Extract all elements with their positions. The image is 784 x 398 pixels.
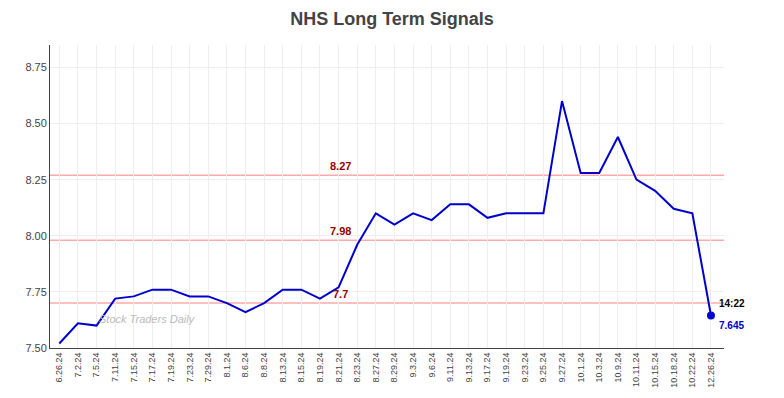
svg-text:10.18.24: 10.18.24 (669, 353, 679, 388)
svg-text:12.26.24: 12.26.24 (706, 353, 716, 388)
svg-text:10.1.24: 10.1.24 (576, 353, 586, 383)
svg-text:8.75: 8.75 (25, 61, 46, 73)
svg-text:10.11.24: 10.11.24 (631, 353, 641, 387)
svg-text:8.00: 8.00 (25, 230, 46, 242)
svg-text:8.1.24: 8.1.24 (222, 353, 232, 378)
svg-text:8.6.24: 8.6.24 (240, 353, 250, 378)
svg-text:9.6.24: 9.6.24 (427, 353, 437, 378)
svg-text:7.645: 7.645 (719, 320, 744, 331)
svg-text:8.25: 8.25 (25, 174, 46, 186)
svg-text:7.50: 7.50 (25, 342, 46, 354)
svg-text:8.13.24: 8.13.24 (278, 353, 288, 383)
svg-text:8.50: 8.50 (25, 117, 46, 129)
svg-text:7.29.24: 7.29.24 (203, 353, 213, 383)
svg-text:8.21.24: 8.21.24 (334, 353, 344, 383)
svg-text:9.13.24: 9.13.24 (464, 353, 474, 383)
svg-text:8.29.24: 8.29.24 (389, 353, 399, 383)
svg-text:Stock Traders Daily: Stock Traders Daily (99, 313, 196, 325)
svg-text:9.17.24: 9.17.24 (482, 353, 492, 383)
svg-text:9.25.24: 9.25.24 (538, 353, 548, 383)
svg-text:9.27.24: 9.27.24 (557, 353, 567, 383)
svg-text:10.9.24: 10.9.24 (613, 353, 623, 383)
svg-text:10.3.24: 10.3.24 (594, 353, 604, 383)
svg-text:7.19.24: 7.19.24 (166, 353, 176, 383)
svg-text:7.15.24: 7.15.24 (129, 353, 139, 383)
svg-text:NHS Long Term Signals: NHS Long Term Signals (290, 9, 494, 29)
svg-text:6.26.24: 6.26.24 (54, 353, 64, 383)
svg-text:8.27.24: 8.27.24 (371, 353, 381, 383)
svg-text:7.7: 7.7 (333, 288, 348, 300)
svg-text:9.3.24: 9.3.24 (408, 353, 418, 378)
svg-text:9.11.24: 9.11.24 (445, 353, 455, 382)
svg-text:9.23.24: 9.23.24 (520, 353, 530, 383)
svg-text:10.15.24: 10.15.24 (650, 353, 660, 388)
svg-text:7.75: 7.75 (25, 286, 46, 298)
svg-text:7.23.24: 7.23.24 (185, 353, 195, 383)
svg-text:7.98: 7.98 (330, 225, 351, 237)
svg-text:8.27: 8.27 (330, 160, 351, 172)
svg-text:7.5.24: 7.5.24 (91, 353, 101, 378)
svg-text:10.22.24: 10.22.24 (687, 353, 697, 388)
svg-text:7.2.24: 7.2.24 (73, 353, 83, 378)
svg-text:9.19.24: 9.19.24 (501, 353, 511, 383)
svg-text:7.11.24: 7.11.24 (110, 353, 120, 382)
svg-text:8.8.24: 8.8.24 (259, 353, 269, 378)
svg-text:8.23.24: 8.23.24 (352, 353, 362, 383)
svg-text:7.17.24: 7.17.24 (147, 353, 157, 383)
svg-text:14:22: 14:22 (719, 298, 745, 309)
svg-text:8.19.24: 8.19.24 (315, 353, 325, 383)
svg-text:8.15.24: 8.15.24 (296, 353, 306, 383)
